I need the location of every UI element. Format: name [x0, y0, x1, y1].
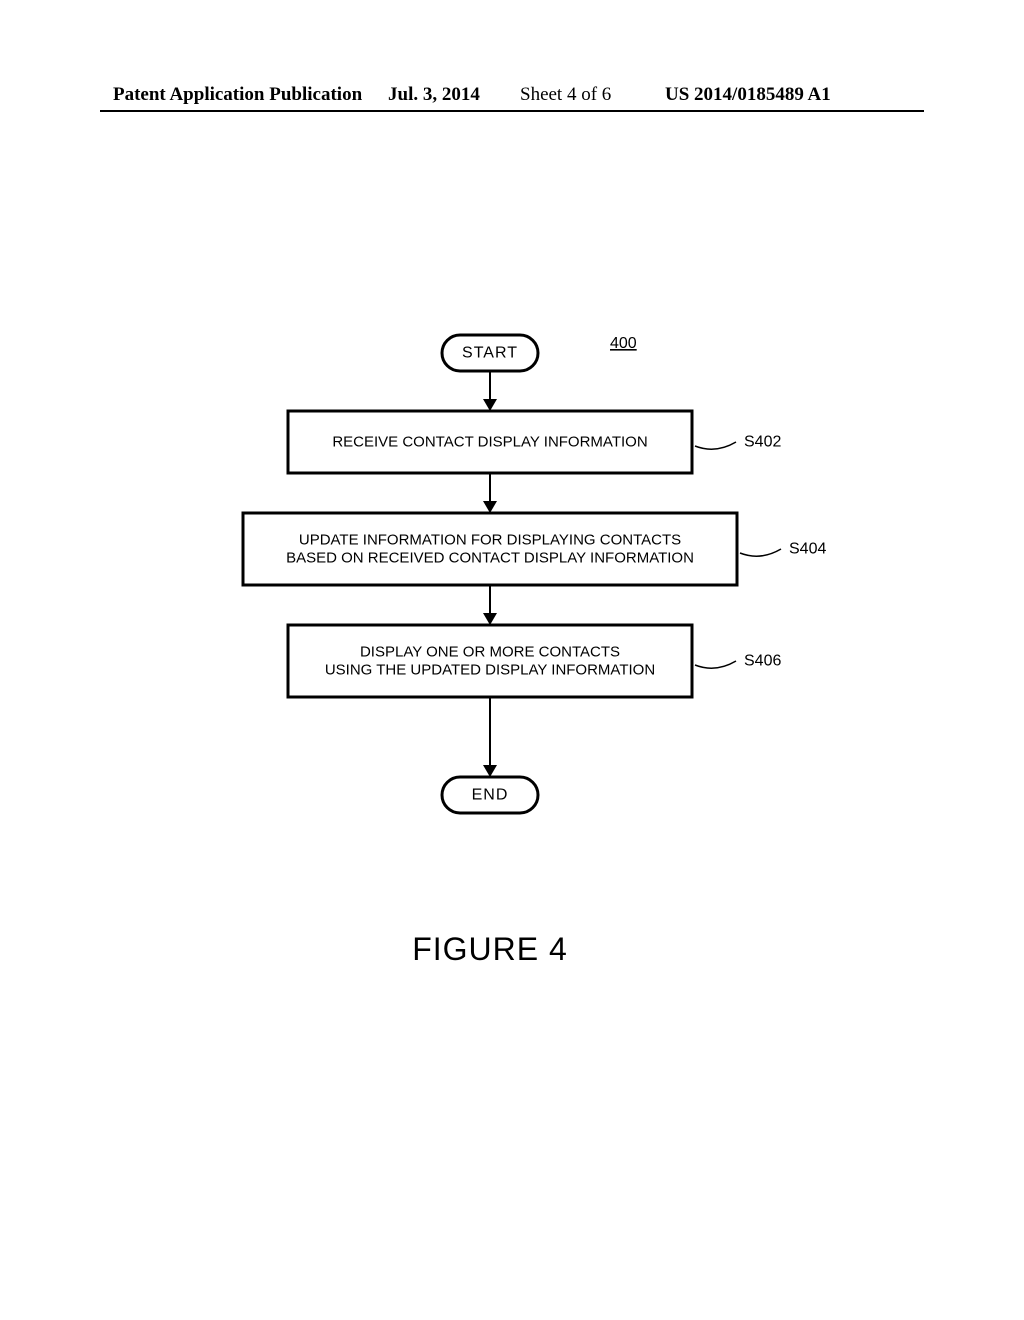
svg-text:S402: S402 — [744, 434, 781, 451]
svg-text:DISPLAY ONE OR MORE CONTACTS: DISPLAY ONE OR MORE CONTACTS — [360, 644, 620, 661]
svg-text:END: END — [472, 787, 509, 804]
svg-text:START: START — [462, 345, 518, 362]
svg-text:400: 400 — [610, 335, 637, 352]
svg-text:S404: S404 — [789, 541, 826, 558]
svg-text:FIGURE 4: FIGURE 4 — [412, 931, 568, 967]
svg-text:S406: S406 — [744, 653, 781, 670]
svg-text:UPDATE INFORMATION FOR DISPLAY: UPDATE INFORMATION FOR DISPLAYING CONTAC… — [299, 532, 681, 549]
svg-text:BASED ON RECEIVED CONTACT DISP: BASED ON RECEIVED CONTACT DISPLAY INFORM… — [286, 550, 694, 567]
page: Patent Application Publication Jul. 3, 2… — [0, 0, 1024, 1320]
flowchart: START 400 RECEIVE CONTACT DISPLAY INFORMAT… — [0, 0, 1024, 1320]
svg-text:RECEIVE CONTACT DISPLAY INFORM: RECEIVE CONTACT DISPLAY INFORMATION — [332, 434, 647, 451]
svg-text:USING THE UPDATED DISPLAY INFO: USING THE UPDATED DISPLAY INFORMATION — [325, 662, 655, 679]
